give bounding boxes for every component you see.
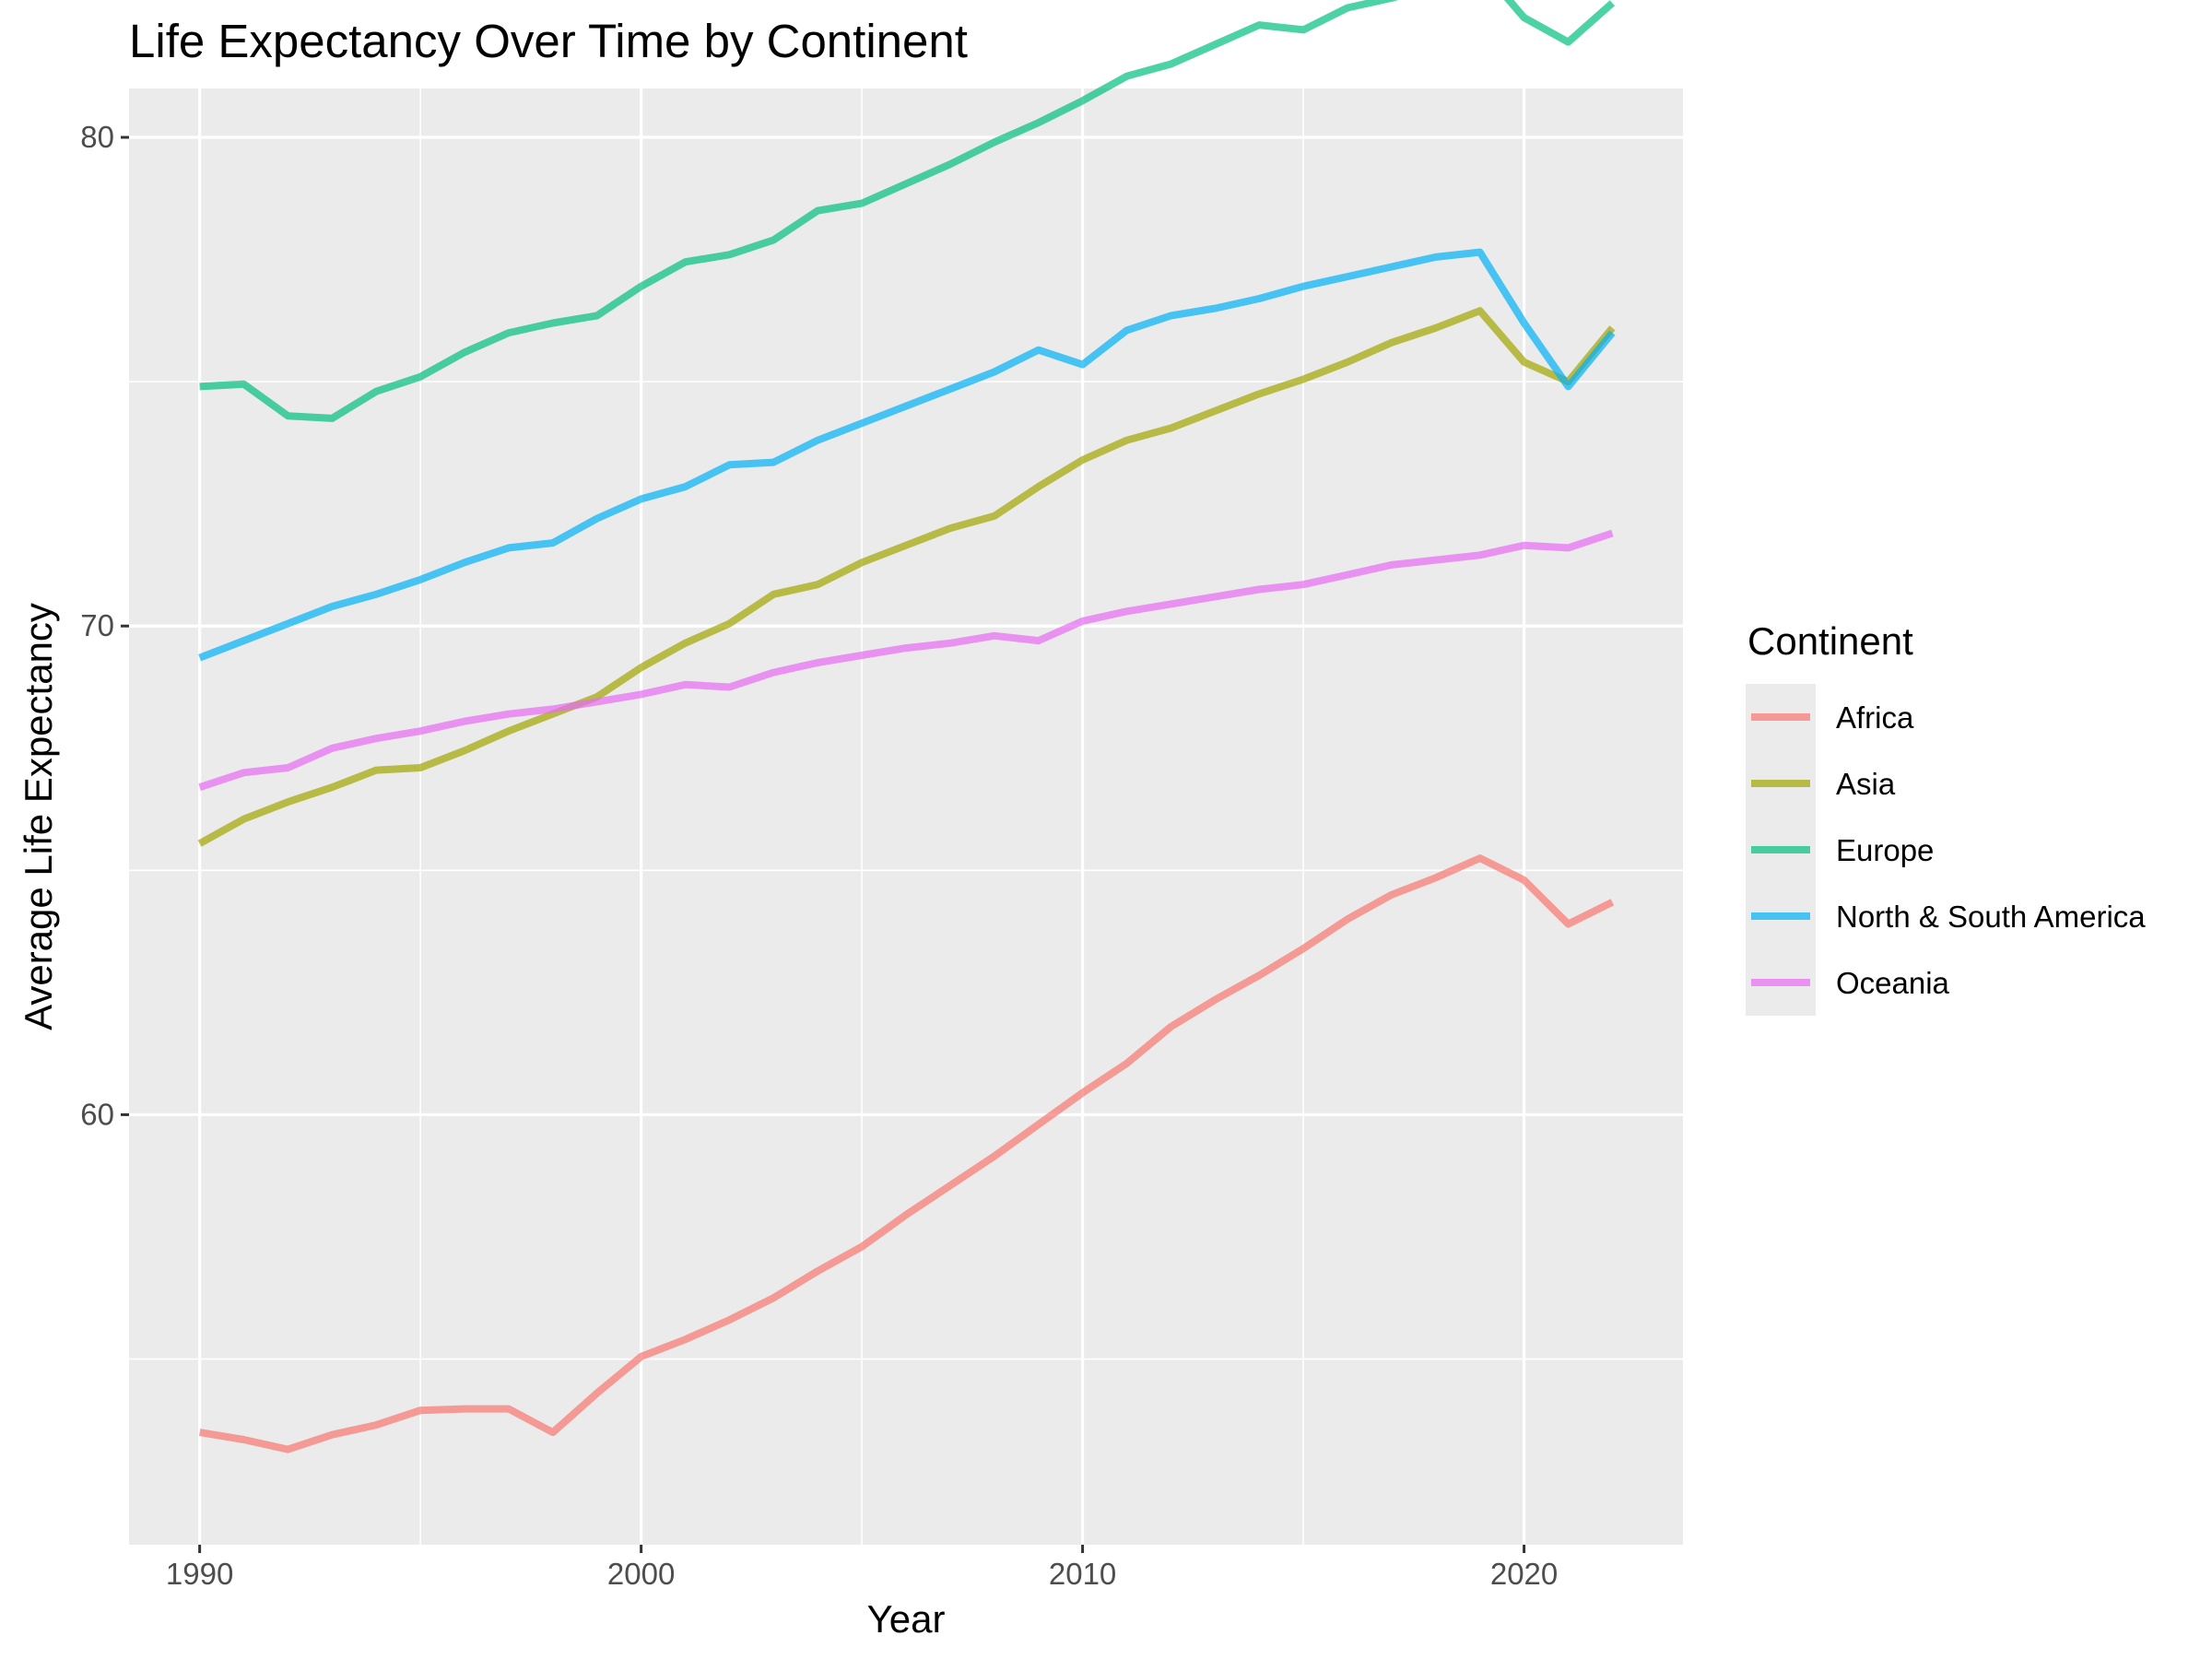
legend-label-europe: Europe bbox=[1836, 833, 1934, 867]
x-axis-title: Year bbox=[867, 1597, 946, 1641]
y-axis-title: Average Life Expectancy bbox=[17, 603, 60, 1030]
series-line-africa bbox=[198, 854, 1615, 1453]
chart-title: Life Expectancy Over Time by Continent bbox=[129, 15, 968, 67]
y-tick-label: 70 bbox=[80, 608, 114, 642]
legend-label-north-south-america: North & South America bbox=[1836, 900, 2146, 934]
series-line-oceania bbox=[198, 529, 1614, 791]
series-line-europe bbox=[199, 0, 1616, 422]
minor-gridlines bbox=[129, 88, 1683, 1545]
x-tick-label: 2020 bbox=[1490, 1557, 1558, 1591]
x-tick-label: 2000 bbox=[607, 1557, 675, 1591]
legend-label-asia: Asia bbox=[1836, 767, 1896, 801]
y-tick-labels: 60 70 80 bbox=[80, 120, 114, 1131]
series-line-north-south-america bbox=[198, 248, 1616, 662]
legend-title: Continent bbox=[1747, 619, 1913, 663]
series-lines bbox=[197, 0, 1616, 1453]
x-tick-label: 2010 bbox=[1049, 1557, 1116, 1591]
y-tick-label: 60 bbox=[80, 1097, 114, 1131]
legend-label-oceania: Oceania bbox=[1836, 966, 1950, 1000]
x-tick-labels: 1990 2000 2010 2020 bbox=[166, 1557, 1558, 1591]
series-line-asia bbox=[197, 307, 1616, 847]
plot-panel bbox=[129, 88, 1683, 1545]
legend-label-africa: Africa bbox=[1836, 700, 1914, 735]
y-tick-label: 80 bbox=[80, 120, 114, 154]
major-gridlines bbox=[129, 88, 1683, 1545]
legend: Continent Africa Asia Europe North & South … bbox=[1746, 619, 2146, 1016]
x-tick-label: 1990 bbox=[166, 1557, 233, 1591]
axis-ticks bbox=[121, 135, 1526, 1553]
